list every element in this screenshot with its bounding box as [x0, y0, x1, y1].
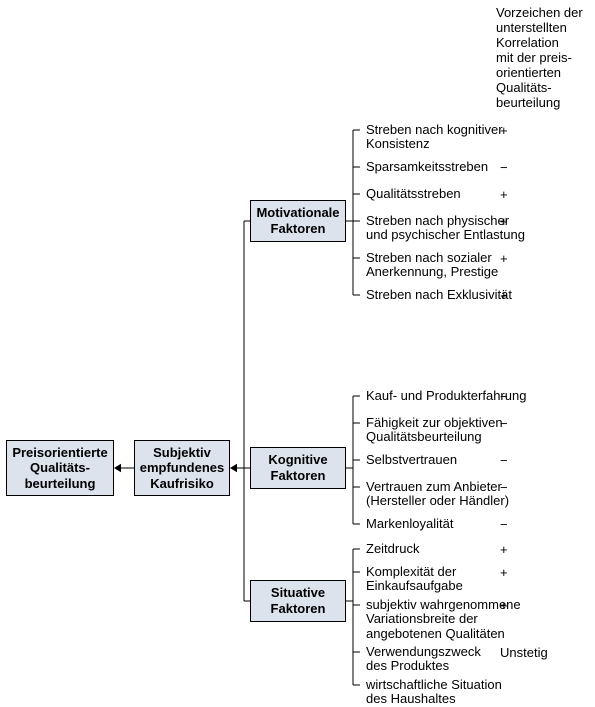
sign-kognitiv-0: − — [500, 389, 550, 404]
sign-situativ-1: + — [500, 565, 550, 580]
sign-motiv-2: + — [500, 187, 550, 202]
sign-kognitiv-1: − — [500, 416, 550, 431]
box-situativ: Situative Faktoren — [250, 580, 346, 622]
sign-kognitiv-3: − — [500, 480, 550, 495]
sign-kognitiv-4: − — [500, 517, 550, 532]
sign-motiv-0: + — [500, 123, 550, 138]
sign-situativ-0: + — [500, 542, 550, 557]
sign-kognitiv-2: − — [500, 453, 550, 468]
box-kognitiv: Kognitive Faktoren — [250, 447, 346, 489]
box-risk: Subjektiv empfundenes Kaufrisiko — [134, 440, 230, 496]
sign-motiv-1: − — [500, 160, 550, 175]
sign-situativ-3: Unstetig — [500, 645, 550, 660]
sign-motiv-5: + — [500, 288, 550, 303]
box-result: Preisorientierte Qualitäts- beurteilung — [6, 440, 114, 496]
box-motiv: Motivationale Faktoren — [250, 200, 346, 242]
sign-motiv-4: + — [500, 251, 550, 266]
sign-situativ-2: + — [500, 598, 550, 613]
sign-motiv-3: + — [500, 214, 550, 229]
column-header: Vorzeichen der unterstellten Korrelation… — [496, 6, 592, 111]
